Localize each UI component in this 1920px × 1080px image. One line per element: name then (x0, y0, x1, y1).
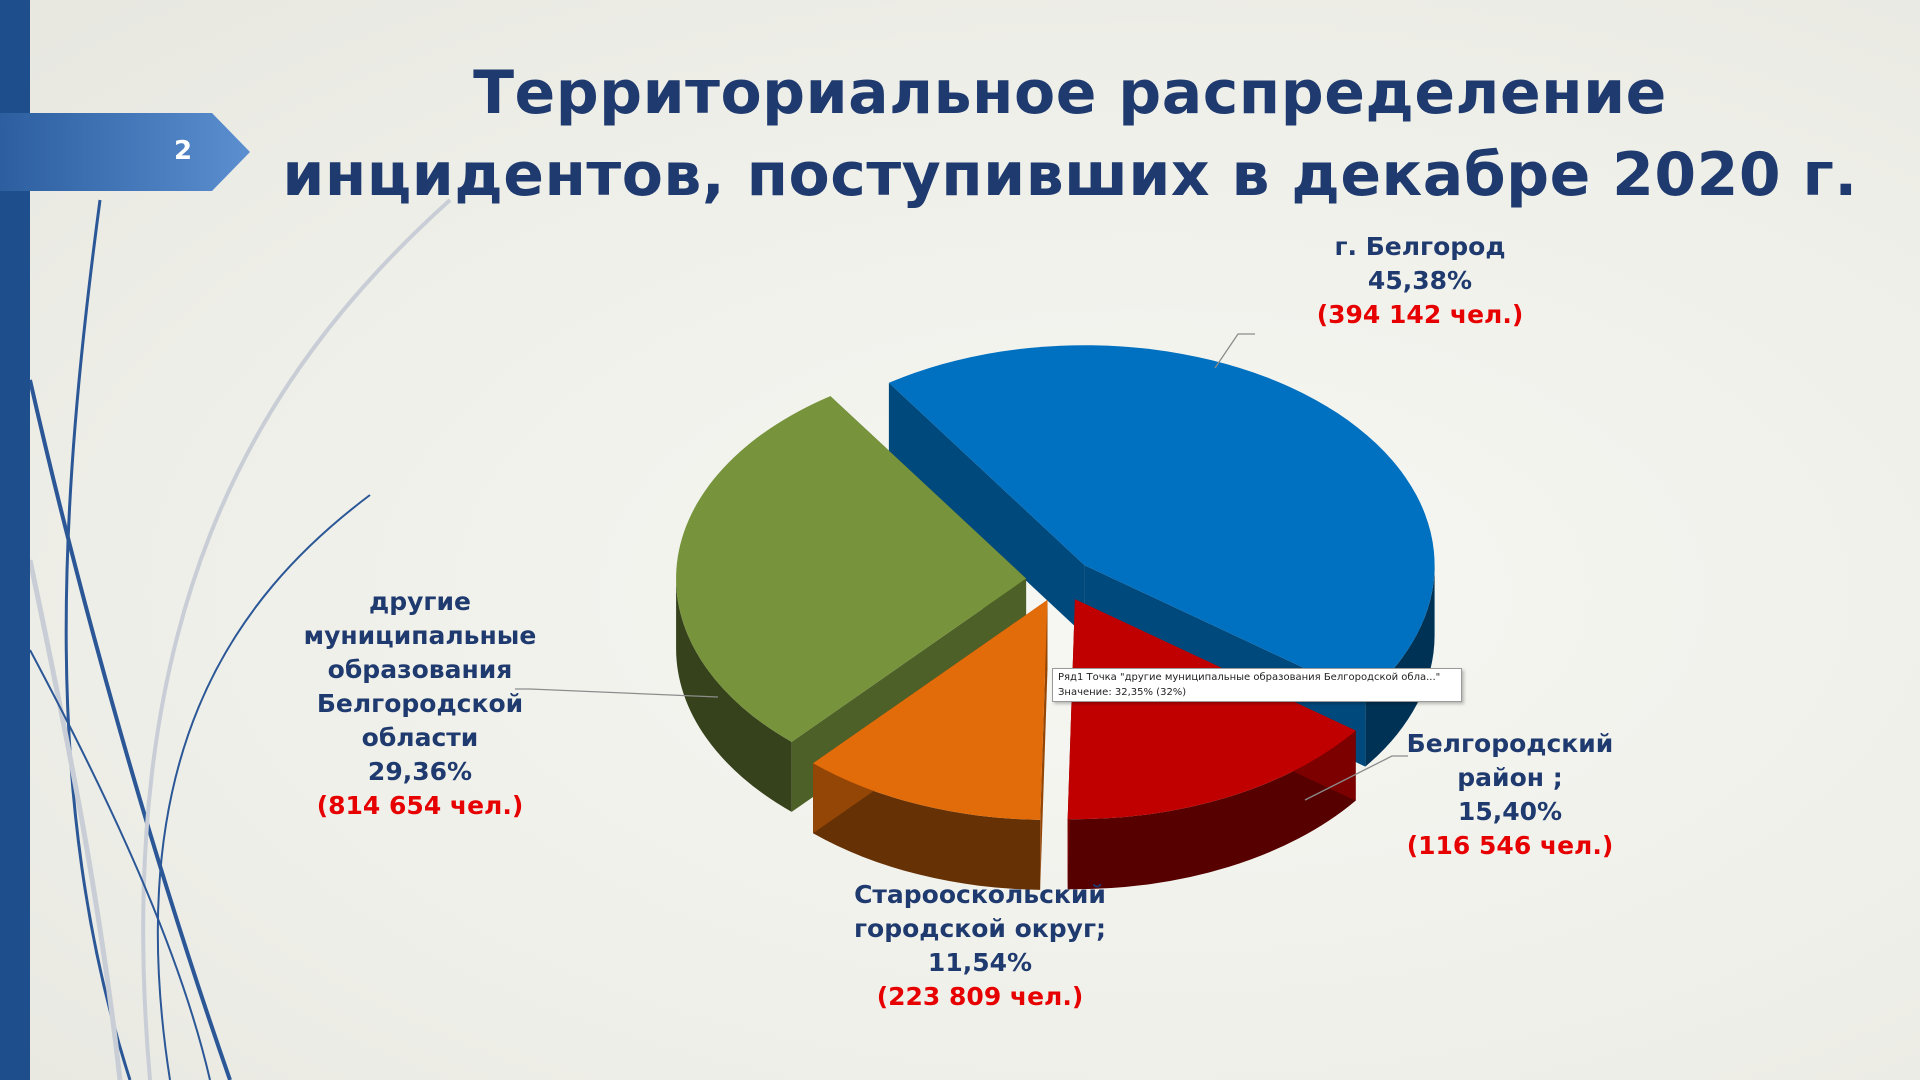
pie-slice-side (1365, 565, 1435, 767)
label-name: г. Белгород (1334, 232, 1506, 261)
label-percent: 29,36% (367, 757, 473, 786)
pie-slice-side (1067, 730, 1356, 890)
label-name-5: области (361, 723, 479, 752)
label-count: (223 809 чел.) (876, 982, 1084, 1011)
tooltip-line-2: Значение: 32,35% (32%) (1058, 687, 1187, 698)
label-name-2: городской округ; (853, 914, 1107, 943)
chart-tooltip: Ряд1 Точка "другие муниципальные образов… (1052, 668, 1462, 702)
pie-slice-2[interactable] (813, 599, 1048, 890)
label-name-3: образования (327, 655, 513, 684)
label-percent: 15,40% (1457, 797, 1563, 826)
title-line-1: Территориальное распределение (473, 58, 1667, 128)
pie-slice-top[interactable] (888, 345, 1435, 697)
data-label-oskol: Старооскольский городской округ; 11,54% … (820, 878, 1140, 1014)
pie-slice-side (813, 763, 1041, 890)
pie-slice-edge (1040, 599, 1048, 890)
label-percent: 45,38% (1367, 266, 1473, 295)
pie-slice-side (676, 578, 792, 812)
label-name-2: район ; (1457, 763, 1563, 792)
label-name: Белгородский (1406, 729, 1614, 758)
label-name: другие (369, 587, 471, 616)
pie-slice-top[interactable] (676, 396, 1027, 742)
label-count: (394 142 чел.) (1316, 300, 1524, 329)
leader-other (515, 688, 719, 698)
leader-belgorod (1214, 333, 1255, 369)
label-name-2: муниципальные (303, 621, 537, 650)
data-label-belgorod: г. Белгород 45,38% (394 142 чел.) (1270, 230, 1570, 332)
label-count: (814 654 чел.) (316, 791, 524, 820)
pie-slice-edge (888, 382, 1085, 636)
pie-slice-top[interactable] (813, 599, 1048, 820)
label-name: Старооскольский (854, 880, 1106, 909)
slide-number: 2 (173, 136, 193, 166)
data-label-rayon: Белгородский район ; 15,40% (116 546 чел… (1370, 727, 1650, 863)
label-percent: 11,54% (927, 948, 1033, 977)
title-line-2: инцидентов, поступивших в декабре 2020 г… (282, 140, 1858, 210)
tooltip-line-1: Ряд1 Точка "другие муниципальные образов… (1058, 672, 1441, 683)
leader-rayon (1304, 755, 1408, 801)
slide-number-tab (0, 113, 250, 191)
label-count: (116 546 чел.) (1406, 831, 1614, 860)
slide-title: Территориальное распределение инцидентов… (250, 52, 1890, 216)
pie-slice-top[interactable] (1067, 599, 1356, 820)
data-label-other: другие муниципальные образования Белгоро… (290, 585, 550, 823)
label-name-4: Белгородской (316, 689, 524, 718)
